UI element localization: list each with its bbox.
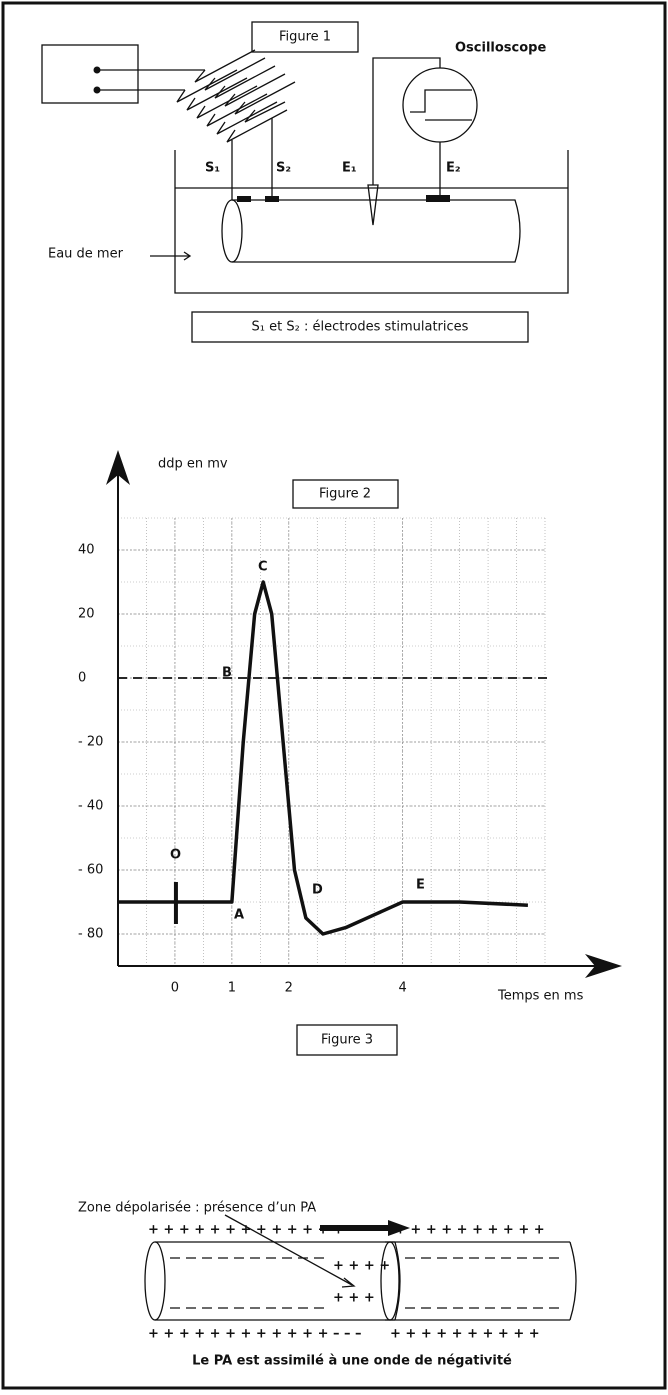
- y-axis-label: ddp en mv: [158, 457, 228, 472]
- electrode: [265, 196, 279, 202]
- annotation: C: [258, 560, 268, 575]
- figure-title: Figure 1: [279, 30, 331, 45]
- curve: [118, 580, 529, 936]
- x-axis-label: Temps en ms: [497, 989, 584, 1004]
- y-tick-label: - 40: [78, 799, 103, 814]
- annotation: D: [312, 883, 323, 898]
- charges: + + + + + + + + + +: [390, 1327, 540, 1342]
- title-box: [292, 479, 399, 509]
- x-tick-label: 4: [399, 981, 407, 996]
- arrow-head: [388, 1220, 410, 1236]
- y-axis-arrow: [106, 450, 130, 485]
- label: Oscilloscope: [455, 41, 546, 56]
- annotation: A: [234, 908, 244, 923]
- stimulator: [41, 44, 139, 104]
- caption: S₁ et S₂ : électrodes stimulatrices: [252, 320, 469, 335]
- label: S₂: [276, 161, 291, 176]
- figure-1: Figure 1 Oscilloscope S₁ S₂ E₁ E₂ Eau de…: [41, 21, 569, 343]
- charges: – – –: [333, 1327, 362, 1342]
- axon: [155, 1241, 395, 1321]
- chart-title: Figure 2: [319, 487, 371, 502]
- caption: Le PA est assimilé à une onde de négativ…: [192, 1354, 512, 1369]
- x-tick-label: 1: [228, 981, 236, 996]
- screen-trace: [410, 89, 472, 121]
- annotation: E: [416, 878, 425, 893]
- wire: [97, 69, 205, 91]
- label: E₁: [342, 161, 357, 176]
- label: Eau de mer: [48, 247, 124, 262]
- wire: [372, 57, 441, 185]
- charges: + + + +: [333, 1259, 390, 1274]
- membrane-dash: [170, 1257, 565, 1309]
- pointer: [150, 251, 192, 261]
- coil: [176, 49, 296, 143]
- y-tick-label: - 80: [78, 927, 103, 942]
- label: E₂: [446, 161, 461, 176]
- charges: + + + + + + + + + +: [395, 1223, 545, 1238]
- electrode: [426, 195, 450, 202]
- charges: + + + + + + + + + + + +: [148, 1327, 329, 1342]
- electrode-wire: [231, 118, 273, 200]
- annotation: B: [222, 666, 232, 681]
- y-tick-label: 20: [78, 607, 95, 622]
- axon-end: [144, 1241, 166, 1321]
- charges: + + + + + + + + + + + + +: [148, 1223, 344, 1238]
- x-tick-label: 0: [171, 981, 179, 996]
- title-box: [296, 1024, 398, 1056]
- bath: [174, 150, 569, 294]
- y-tick-label: 40: [78, 543, 95, 558]
- y-tick-label: - 60: [78, 863, 103, 878]
- caption-box: [191, 311, 529, 343]
- x-tick-label: 2: [285, 981, 293, 996]
- axon: [385, 1241, 577, 1321]
- axon-end: [221, 199, 243, 263]
- pointer: [224, 1214, 356, 1288]
- y-tick-label: - 20: [78, 735, 103, 750]
- x-axis-arrow: [585, 954, 622, 978]
- axon-joint: [380, 1241, 400, 1321]
- label: S₁: [205, 161, 220, 176]
- axon-segment: [394, 1241, 401, 1321]
- y-tick-label: 0: [78, 671, 86, 686]
- figure-3: Zone dépolarisée : présence d’un PA + + …: [78, 1201, 577, 1369]
- axon: [232, 199, 521, 263]
- title-box: [251, 21, 359, 53]
- charges: + + +: [333, 1291, 375, 1306]
- electrode: [237, 196, 251, 202]
- label: Zone dépolarisée : présence d’un PA: [78, 1201, 316, 1216]
- figure-title: Figure 3: [321, 1033, 373, 1048]
- annotation: O: [170, 848, 181, 863]
